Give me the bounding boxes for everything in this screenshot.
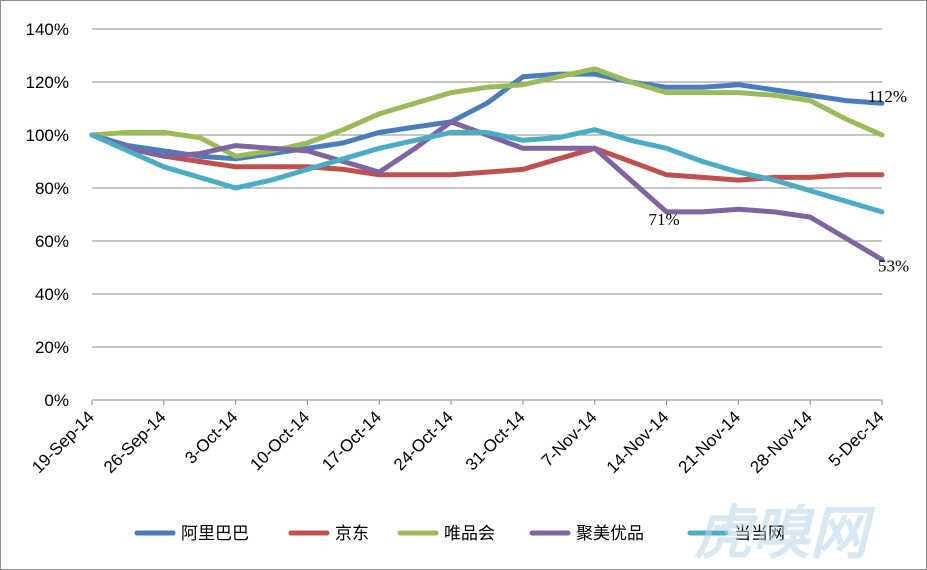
y-tick-label: 80% xyxy=(35,179,69,198)
x-tick-label: 17-Oct-14 xyxy=(318,407,385,474)
data-label: 112% xyxy=(868,87,907,106)
x-tick-label: 14-Nov-14 xyxy=(603,407,673,477)
gridlines xyxy=(92,28,882,401)
x-tick-label: 26-Sep-14 xyxy=(100,407,170,477)
legend-label: 聚美优品 xyxy=(576,524,644,544)
watermark: 虎嗅网 xyxy=(694,499,876,567)
y-tick-label: 0% xyxy=(44,391,69,410)
series-line xyxy=(89,71,885,162)
x-tick-label: 5-Dec-14 xyxy=(825,407,888,470)
x-tick-label: 21-Nov-14 xyxy=(675,407,745,477)
data-label: 53% xyxy=(878,257,909,276)
x-tick-label: 19-Sep-14 xyxy=(28,407,98,477)
legend-label: 当当网 xyxy=(734,524,785,544)
y-tick-label: 20% xyxy=(35,338,69,357)
x-tick-label: 7-Nov-14 xyxy=(538,407,601,470)
y-tick-label: 60% xyxy=(35,232,69,251)
series-line xyxy=(89,127,885,215)
x-tick-label: 10-Oct-14 xyxy=(246,407,313,474)
y-tick-label: 40% xyxy=(35,285,69,304)
series-line xyxy=(89,132,885,183)
legend-label: 唯品会 xyxy=(444,524,495,544)
series-line xyxy=(89,119,885,263)
legend: 阿里巴巴 京东 唯品会 聚美优品 当当网 xyxy=(134,524,785,544)
data-label: 71% xyxy=(649,210,680,229)
x-tick-label: 24-Oct-14 xyxy=(390,407,457,474)
series-lines xyxy=(89,66,885,263)
legend-label: 阿里巴巴 xyxy=(181,524,249,544)
y-tick-label: 120% xyxy=(26,73,69,92)
x-tick-label: 3-Oct-14 xyxy=(181,407,241,467)
x-axis-ticks: 19-Sep-14 26-Sep-14 3-Oct-14 10-Oct-14 17-Oc… xyxy=(28,400,888,477)
y-axis-ticks: 0% 20% 40% 60% 80% 100% 120% 140% xyxy=(26,20,69,410)
legend-label: 京东 xyxy=(335,524,369,544)
x-tick-label: 31-Oct-14 xyxy=(462,407,529,474)
x-tick-label: 28-Nov-14 xyxy=(746,407,816,477)
y-tick-label: 100% xyxy=(26,126,69,145)
annotations: 112% 71% 53% xyxy=(649,87,910,275)
y-tick-label: 140% xyxy=(26,20,69,39)
